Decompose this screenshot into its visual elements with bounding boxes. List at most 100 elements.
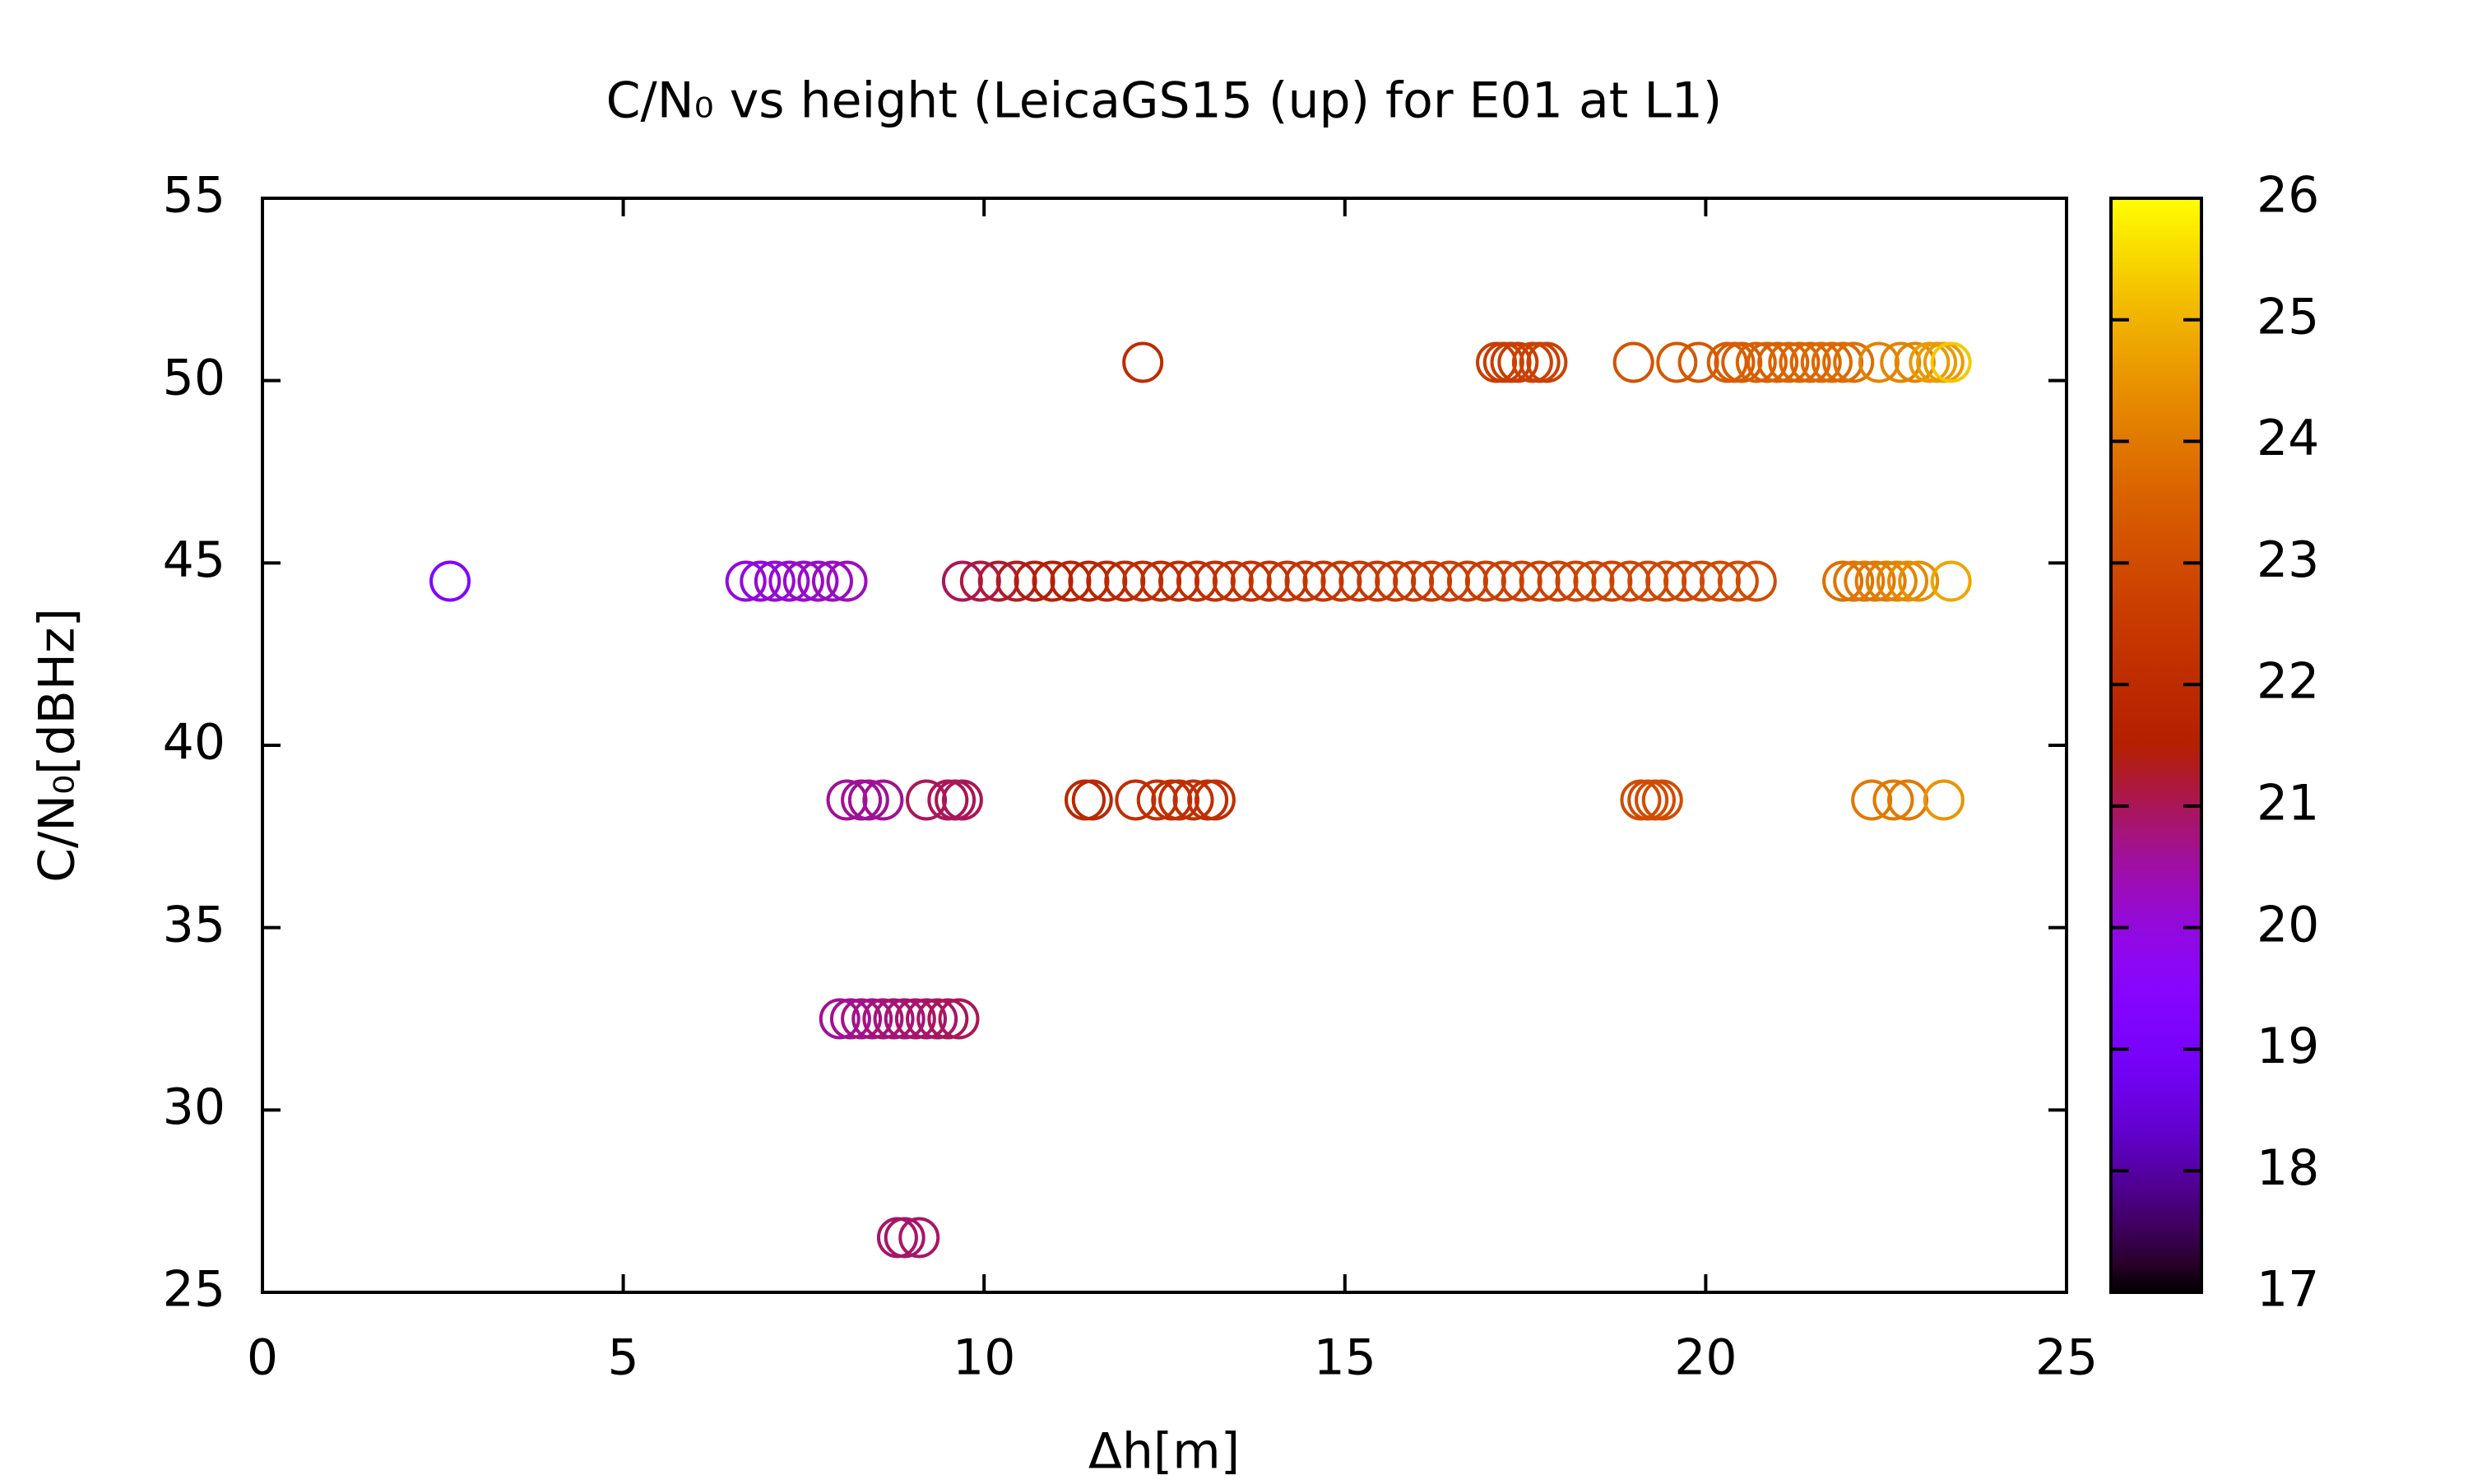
point — [1930, 560, 1972, 602]
point — [1032, 560, 1074, 602]
y-axis-label: C/N₀[dBHz] — [29, 608, 86, 883]
point — [1393, 560, 1435, 602]
colorbar-tick-label: 21 — [2257, 774, 2319, 832]
point — [1865, 560, 1907, 602]
point — [1519, 560, 1561, 602]
point — [916, 998, 958, 1040]
point — [1779, 341, 1821, 383]
point — [1641, 779, 1683, 821]
point — [1872, 779, 1914, 821]
point — [1014, 560, 1055, 602]
point — [1176, 560, 1218, 602]
point — [1158, 779, 1200, 821]
point — [841, 998, 883, 1040]
x-tick-label: 5 — [608, 1329, 639, 1387]
point — [1446, 560, 1488, 602]
point — [884, 998, 926, 1040]
point — [1501, 560, 1542, 602]
point — [995, 560, 1037, 602]
point — [884, 1217, 926, 1259]
point — [1699, 560, 1741, 602]
y-tick-label: 25 — [163, 1261, 225, 1319]
y-tick-label: 30 — [163, 1078, 225, 1136]
point — [1833, 560, 1875, 602]
point — [1612, 341, 1654, 383]
colorbar-tick-label: 25 — [2257, 288, 2319, 345]
point — [862, 998, 904, 1040]
point — [941, 560, 983, 602]
colorbar-tick-label: 23 — [2257, 531, 2319, 589]
point — [1411, 560, 1453, 602]
point — [1248, 560, 1290, 602]
point — [873, 998, 915, 1040]
point — [1482, 560, 1524, 602]
point — [1591, 560, 1633, 602]
point — [1894, 341, 1936, 383]
point — [1898, 560, 1940, 602]
point — [938, 998, 980, 1040]
point — [1800, 341, 1842, 383]
point — [851, 998, 893, 1040]
point — [1735, 560, 1777, 602]
point — [1880, 341, 1922, 383]
y-tick-label: 35 — [163, 896, 225, 953]
point — [1887, 560, 1929, 602]
point — [1656, 341, 1698, 383]
point — [1682, 560, 1723, 602]
x-tick-label: 15 — [1314, 1329, 1376, 1387]
point — [1768, 341, 1810, 383]
point — [1844, 560, 1886, 602]
point — [1194, 560, 1236, 602]
point — [1266, 560, 1308, 602]
point — [1555, 560, 1597, 602]
y-tick-label: 40 — [163, 714, 225, 772]
colorbar-tick-label: 18 — [2257, 1139, 2319, 1197]
point — [1789, 341, 1831, 383]
point — [740, 560, 782, 602]
point — [1663, 560, 1705, 602]
point — [429, 560, 471, 602]
x-tick-label: 0 — [247, 1329, 278, 1387]
point — [1320, 560, 1362, 602]
point — [959, 560, 1001, 602]
point — [1833, 341, 1875, 383]
point — [1721, 341, 1763, 383]
point — [977, 560, 1019, 602]
point — [1645, 560, 1687, 602]
point — [898, 1217, 940, 1259]
points — [429, 341, 1972, 1259]
point — [847, 779, 889, 821]
point — [941, 779, 983, 821]
point — [1068, 560, 1110, 602]
point — [1158, 560, 1200, 602]
point — [1375, 560, 1417, 602]
point — [1876, 560, 1918, 602]
point — [1677, 341, 1719, 383]
colorbar-tick-label: 22 — [2257, 653, 2319, 711]
point — [1822, 560, 1864, 602]
point — [725, 560, 767, 602]
point — [1757, 341, 1799, 383]
point — [894, 998, 936, 1040]
point — [1537, 560, 1579, 602]
point — [811, 560, 853, 602]
point — [1854, 560, 1896, 602]
point — [1122, 560, 1164, 602]
point — [1104, 560, 1146, 602]
x-tick-label: 25 — [2035, 1329, 2098, 1387]
point — [906, 998, 948, 1040]
colorbar-tick-label: 20 — [2257, 896, 2319, 953]
point — [1526, 341, 1568, 383]
point — [1811, 341, 1853, 383]
y-tick-label: 55 — [163, 167, 225, 225]
point — [754, 560, 796, 602]
point — [1140, 560, 1182, 602]
point — [1071, 779, 1113, 821]
colorbar-tick-label: 19 — [2257, 1018, 2319, 1075]
point — [1735, 341, 1777, 383]
point — [1746, 341, 1788, 383]
point — [1230, 560, 1272, 602]
point — [1194, 779, 1236, 821]
x-axis-label: Δh[m] — [1088, 1423, 1240, 1481]
point — [1858, 341, 1900, 383]
